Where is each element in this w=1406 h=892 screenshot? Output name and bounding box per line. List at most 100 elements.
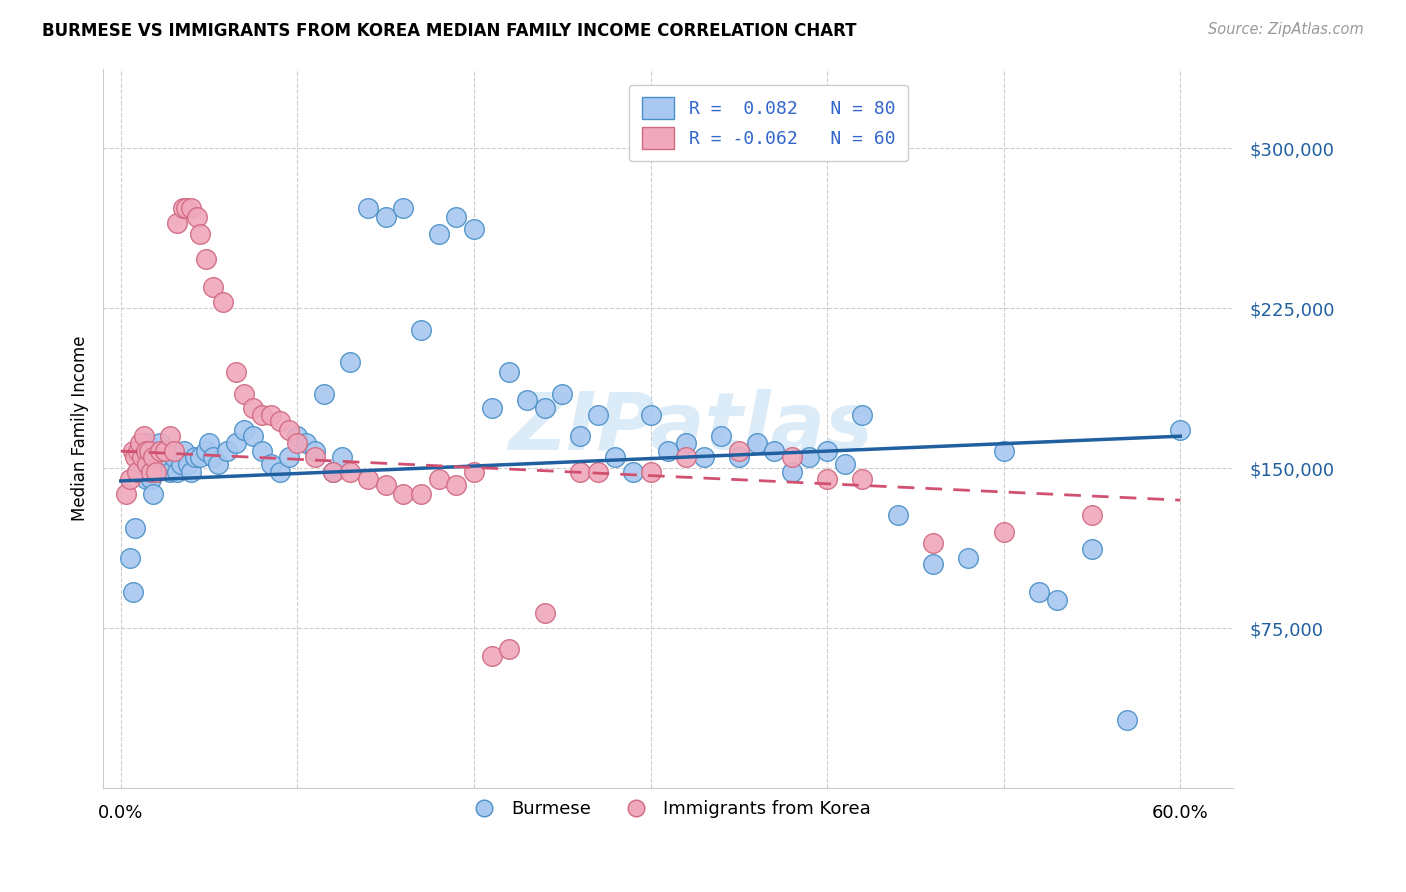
Point xyxy=(481,401,503,416)
Point xyxy=(481,648,503,663)
Point xyxy=(446,478,468,492)
Point xyxy=(127,444,149,458)
Text: Source: ZipAtlas.com: Source: ZipAtlas.com xyxy=(1208,22,1364,37)
Point xyxy=(136,435,159,450)
Point xyxy=(551,386,574,401)
Point xyxy=(815,444,838,458)
Point xyxy=(815,472,838,486)
Point xyxy=(225,365,247,379)
Point xyxy=(242,401,264,416)
Point xyxy=(357,472,380,486)
Point xyxy=(124,521,146,535)
Point xyxy=(177,457,200,471)
Point xyxy=(586,408,609,422)
Point xyxy=(134,472,156,486)
Point xyxy=(131,457,153,471)
Point xyxy=(322,466,344,480)
Point xyxy=(129,435,152,450)
Point xyxy=(159,466,181,480)
Point xyxy=(1028,584,1050,599)
Point xyxy=(727,444,749,458)
Point xyxy=(568,429,591,443)
Point xyxy=(287,429,309,443)
Point xyxy=(339,466,361,480)
Point xyxy=(605,450,627,465)
Point xyxy=(330,450,353,465)
Point xyxy=(357,201,380,215)
Point xyxy=(745,435,768,450)
Point xyxy=(138,450,160,465)
Point xyxy=(166,216,188,230)
Point xyxy=(1168,423,1191,437)
Point xyxy=(516,392,538,407)
Point xyxy=(132,429,155,443)
Point xyxy=(115,487,138,501)
Point xyxy=(922,557,945,571)
Point xyxy=(159,429,181,443)
Point xyxy=(170,457,193,471)
Point xyxy=(225,435,247,450)
Point xyxy=(142,487,165,501)
Point xyxy=(194,444,217,458)
Point xyxy=(149,444,172,458)
Point xyxy=(212,294,235,309)
Point xyxy=(163,450,186,465)
Point xyxy=(242,429,264,443)
Point xyxy=(118,550,141,565)
Point xyxy=(186,210,208,224)
Point xyxy=(145,466,167,480)
Point xyxy=(269,414,291,428)
Point xyxy=(621,466,644,480)
Point xyxy=(138,444,160,458)
Point xyxy=(957,550,980,565)
Point xyxy=(533,401,555,416)
Point xyxy=(374,478,396,492)
Point xyxy=(498,365,520,379)
Point xyxy=(710,429,733,443)
Point xyxy=(780,450,803,465)
Point xyxy=(295,435,318,450)
Point xyxy=(851,408,873,422)
Point xyxy=(139,466,162,480)
Point xyxy=(374,210,396,224)
Point xyxy=(657,444,679,458)
Point xyxy=(139,472,162,486)
Point xyxy=(277,423,299,437)
Point xyxy=(201,280,224,294)
Point xyxy=(1046,593,1069,607)
Point xyxy=(173,444,195,458)
Point xyxy=(153,444,176,458)
Point xyxy=(136,457,159,471)
Point xyxy=(887,508,910,522)
Point xyxy=(287,435,309,450)
Point xyxy=(194,252,217,267)
Point xyxy=(174,201,197,215)
Point xyxy=(304,444,326,458)
Point xyxy=(692,450,714,465)
Point xyxy=(122,584,145,599)
Point xyxy=(392,487,415,501)
Point xyxy=(568,466,591,480)
Point xyxy=(145,466,167,480)
Point xyxy=(207,457,229,471)
Point xyxy=(339,354,361,368)
Point xyxy=(763,444,786,458)
Y-axis label: Median Family Income: Median Family Income xyxy=(72,335,89,521)
Point xyxy=(201,450,224,465)
Point xyxy=(166,466,188,480)
Point xyxy=(640,408,662,422)
Point xyxy=(198,435,221,450)
Point xyxy=(184,450,207,465)
Point xyxy=(1081,508,1104,522)
Point xyxy=(409,487,432,501)
Point xyxy=(122,444,145,458)
Point xyxy=(427,472,450,486)
Point xyxy=(993,525,1015,540)
Point xyxy=(131,450,153,465)
Point xyxy=(498,642,520,657)
Point xyxy=(260,408,283,422)
Point xyxy=(533,606,555,620)
Point xyxy=(180,466,202,480)
Point xyxy=(277,450,299,465)
Point xyxy=(312,386,335,401)
